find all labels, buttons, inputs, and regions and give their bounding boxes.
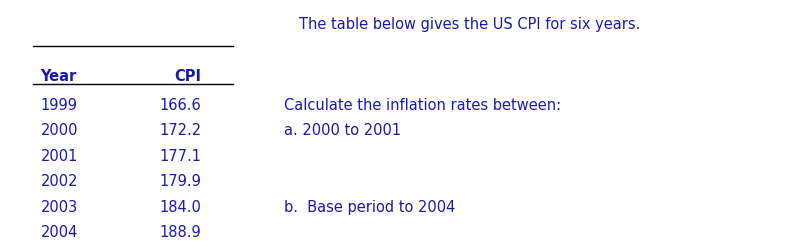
- Text: 179.9: 179.9: [160, 174, 201, 189]
- Text: 2000: 2000: [41, 123, 78, 138]
- Text: 177.1: 177.1: [159, 149, 201, 164]
- Text: 1999: 1999: [41, 98, 78, 113]
- Text: 172.2: 172.2: [159, 123, 201, 138]
- Text: 2002: 2002: [41, 174, 78, 189]
- Text: Year: Year: [41, 69, 77, 84]
- Text: 166.6: 166.6: [160, 98, 201, 113]
- Text: 2001: 2001: [41, 149, 78, 164]
- Text: 2004: 2004: [41, 225, 78, 240]
- Text: 188.9: 188.9: [160, 225, 201, 240]
- Text: Calculate the inflation rates between:: Calculate the inflation rates between:: [283, 98, 561, 113]
- Text: 2003: 2003: [41, 200, 78, 215]
- Text: b.  Base period to 2004: b. Base period to 2004: [283, 200, 455, 215]
- Text: a. 2000 to 2001: a. 2000 to 2001: [283, 123, 401, 138]
- Text: The table below gives the US CPI for six years.: The table below gives the US CPI for six…: [299, 17, 641, 32]
- Text: 184.0: 184.0: [160, 200, 201, 215]
- Text: CPI: CPI: [175, 69, 201, 84]
